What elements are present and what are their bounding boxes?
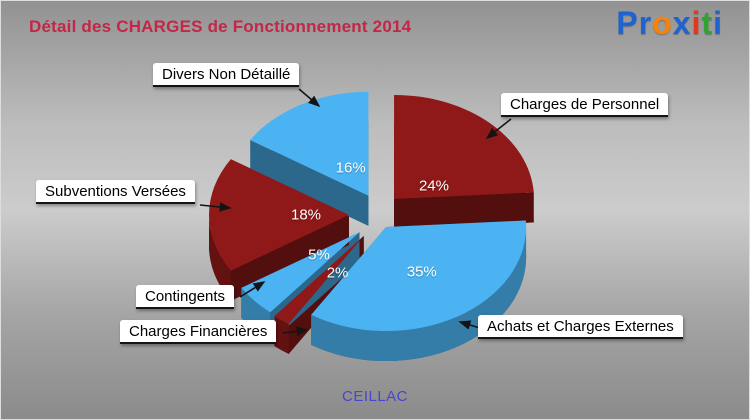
pie-slice-charges-de-personnel [394, 94, 534, 199]
callout-line-charges-financieres [282, 326, 309, 337]
logo-letter: t [701, 5, 714, 41]
pie-slice-achats-et-charges-externes-wall [311, 227, 527, 362]
callout-charges-financieres: Charges Financières [120, 320, 277, 344]
callout-line-charges-de-personnel [485, 118, 512, 139]
logo-letter: r [638, 5, 653, 41]
logo-letter: i [691, 5, 702, 41]
callout-line-achats-et-charges-externes [458, 320, 481, 330]
pie-slice-divers-non-detaille-edge [250, 140, 369, 226]
callout-line-subventions-versees [199, 202, 232, 212]
pie-slice-charges-financieres [274, 236, 364, 324]
proxiti-logo: Proxiti [616, 5, 723, 42]
callout-line-divers-non-detaille [298, 88, 321, 108]
pie-slice-subventions-versees-wall [209, 215, 231, 301]
pie-slice-charges-de-personnel-edge [394, 192, 534, 229]
logo-letter: x [672, 5, 692, 41]
logo-letter: P [616, 5, 639, 41]
logo-letter: i [713, 5, 723, 41]
pie-slice-subventions-versees [208, 159, 349, 271]
pie-slice-divers-non-detaille [250, 91, 369, 196]
municipality-label: CEILLAC [341, 388, 409, 405]
pie-slice-achats-et-charges-externes [311, 220, 527, 332]
pie-slice-contingents [241, 232, 360, 313]
logo-letter: o [652, 5, 673, 41]
callout-contingents: Contingents [136, 285, 235, 309]
callout-divers-non-detaille: Divers Non Détaillé [153, 63, 300, 87]
pie-slice-charges-financieres-wall [274, 316, 289, 354]
callout-achats-et-charges-externes: Achats et Charges Externes [478, 315, 683, 339]
callout-subventions-versees: Subventions Versées [36, 180, 195, 204]
callout-charges-de-personnel: Charges de Personnel [501, 93, 669, 117]
callout-line-contingents [239, 281, 266, 298]
chart-title: Détail des CHARGES de Fonctionnement 201… [29, 17, 412, 36]
